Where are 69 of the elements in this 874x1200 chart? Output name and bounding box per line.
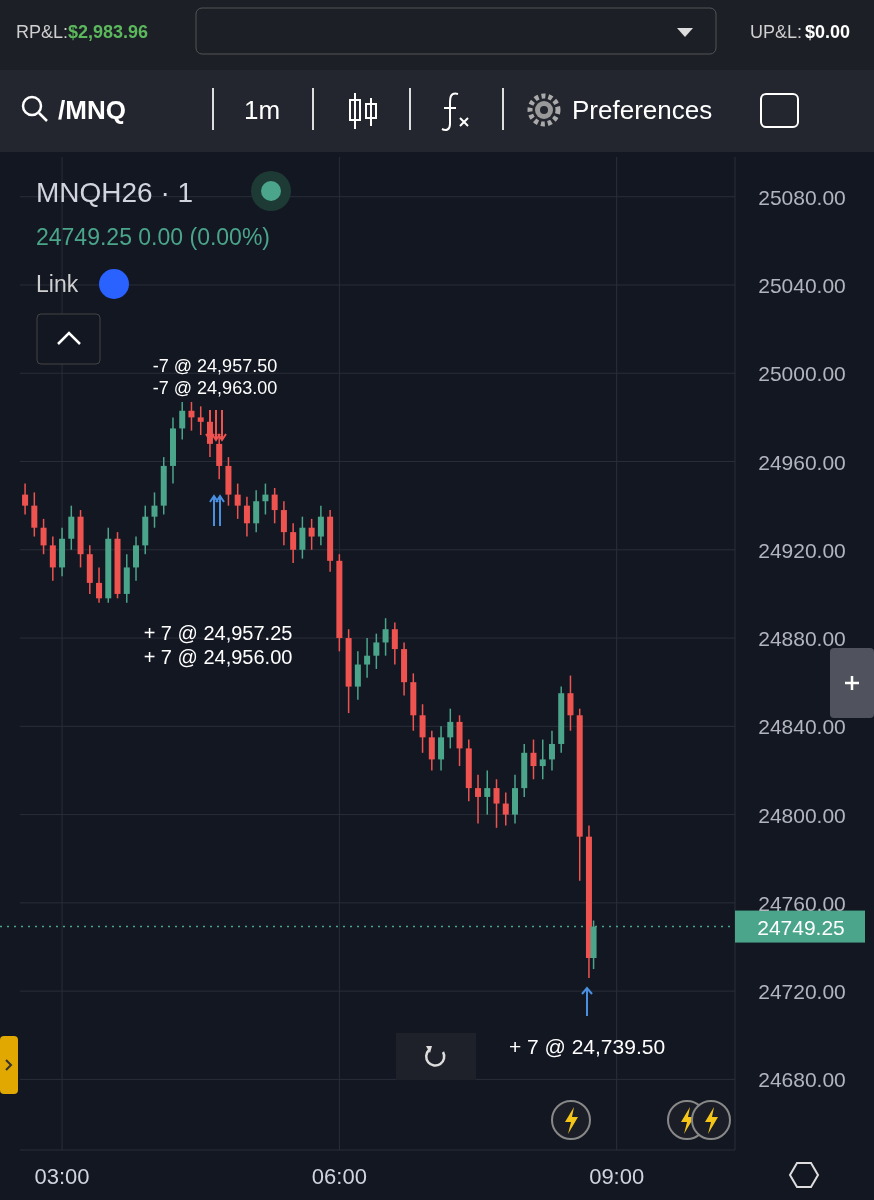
candlestick xyxy=(308,518,315,551)
text: RP&L: xyxy=(16,22,69,42)
candlestick xyxy=(539,738,546,781)
x-tick-label: 09:00 xyxy=(589,1164,645,1189)
x-tick-label: 03:00 xyxy=(34,1164,90,1189)
candlestick xyxy=(68,504,75,551)
candlestick xyxy=(96,566,103,604)
candlestick xyxy=(253,489,260,533)
candlestick xyxy=(502,791,509,827)
y-tick-label: 24720.00 xyxy=(758,980,846,1004)
annotation: + 7 @ 24,957.25 xyxy=(143,622,293,644)
candlestick xyxy=(197,405,204,436)
text: Preferences xyxy=(572,95,713,125)
y-tick-label: 25000.00 xyxy=(758,362,846,386)
candlestick xyxy=(428,729,435,772)
candlestick xyxy=(475,774,482,825)
candlestick xyxy=(317,504,324,547)
y-tick-label: 24680.00 xyxy=(758,1068,846,1092)
candlestick xyxy=(262,482,269,516)
candlestick xyxy=(391,621,398,666)
candlestick xyxy=(40,518,47,555)
candlestick xyxy=(179,401,186,441)
candlestick xyxy=(271,487,278,525)
candlestick xyxy=(22,482,29,516)
x-tick-label: 06:00 xyxy=(311,1164,367,1189)
candlestick xyxy=(49,535,56,582)
text: UP&L: xyxy=(750,22,803,42)
candlestick xyxy=(133,535,140,582)
text: 24749.25 0.00 (0.00%) xyxy=(36,224,271,250)
candlestick xyxy=(243,496,250,538)
candlestick xyxy=(299,515,306,560)
y-tick-label: 24920.00 xyxy=(758,538,846,562)
candlestick xyxy=(373,632,380,670)
candlestick xyxy=(493,778,500,829)
annotation: + 7 @ 24,739.50 xyxy=(508,1035,666,1058)
candlestick xyxy=(354,650,361,701)
y-tick-label: 24800.00 xyxy=(758,803,846,827)
candlestick xyxy=(216,434,223,480)
candlestick xyxy=(290,522,297,564)
candlestick xyxy=(364,637,371,679)
text: /MNQ xyxy=(58,95,126,125)
text: MNQH26 · 1 xyxy=(36,177,194,208)
annotation: -7 @ 24,957.50 xyxy=(152,356,278,376)
candlestick xyxy=(484,769,491,816)
candlestick xyxy=(419,703,426,754)
candlestick xyxy=(234,482,241,520)
candlestick xyxy=(188,401,195,432)
text: $2,983.96 xyxy=(68,22,149,42)
y-tick-label: 25080.00 xyxy=(758,185,846,209)
candlestick xyxy=(31,491,38,538)
y-tick-label: 24840.00 xyxy=(758,715,846,739)
y-tick-label: 25040.00 xyxy=(758,273,846,297)
y-tick-label: 24960.00 xyxy=(758,450,846,474)
text: 1m xyxy=(244,95,281,125)
candlestick xyxy=(548,729,555,772)
ref-line-label: 24749.25 xyxy=(757,915,845,939)
y-tick-label: 24760.00 xyxy=(758,891,846,915)
candlestick xyxy=(530,738,537,781)
y-tick-label: 24880.00 xyxy=(758,627,846,651)
text: $0.00 xyxy=(805,22,851,42)
candlestick xyxy=(567,674,574,732)
candlestick xyxy=(280,500,287,547)
annotation: Link xyxy=(36,271,79,297)
annotation: -7 @ 24,963.00 xyxy=(152,378,278,398)
candlestick xyxy=(438,725,445,772)
candlestick xyxy=(151,491,158,529)
candlestick xyxy=(447,707,454,750)
annotation: + 7 @ 24,956.00 xyxy=(143,646,293,668)
candlestick xyxy=(382,617,389,657)
